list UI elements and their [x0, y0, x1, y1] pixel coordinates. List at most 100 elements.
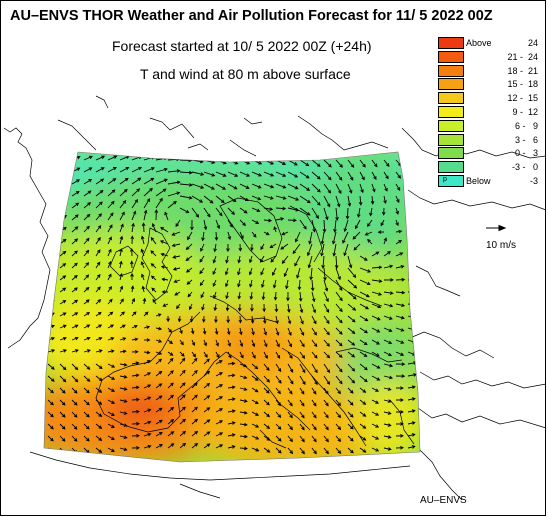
wind-arrow	[71, 214, 79, 221]
wind-arrow-head	[62, 250, 67, 255]
wind-arrow	[155, 383, 162, 389]
wind-arrow-head	[240, 354, 244, 359]
wind-arrow-head	[160, 265, 165, 269]
wind-arrow-head	[214, 237, 219, 241]
wind-arrow	[179, 370, 186, 377]
wind-arrow-head	[253, 233, 257, 238]
wind-vector-field	[47, 155, 420, 455]
wind-arrow-head	[74, 299, 79, 304]
wind-arrow	[407, 445, 415, 449]
wind-arrow	[335, 351, 343, 358]
wind-arrow	[215, 432, 223, 437]
wind-arrow	[311, 435, 317, 442]
wind-arrow-head	[64, 167, 69, 172]
wind-arrow	[59, 363, 67, 370]
wind-arrow-head	[194, 430, 199, 435]
wind-arrow	[383, 363, 393, 367]
wind-arrow	[191, 382, 198, 389]
wind-arrow	[227, 422, 235, 425]
wind-arrow-head	[122, 199, 127, 204]
wind-arrow-head	[294, 174, 299, 178]
wind-arrow	[284, 267, 289, 277]
wind-arrow	[212, 279, 217, 287]
wind-arrow-head	[222, 173, 227, 177]
wind-arrow	[143, 178, 154, 185]
wind-arrow-head	[188, 306, 193, 311]
wind-arrow-head	[195, 213, 200, 218]
wind-arrow-head	[150, 177, 155, 182]
wind-arrow	[407, 159, 414, 166]
wind-arrow-head	[312, 390, 317, 395]
wind-arrow	[239, 387, 247, 391]
wind-arrow-head	[255, 436, 260, 440]
wind-arrow-head	[255, 448, 260, 452]
wind-arrow-head	[277, 368, 282, 373]
wind-arrow	[191, 339, 195, 346]
wind-arrow	[323, 315, 330, 324]
wind-arrow	[359, 255, 368, 261]
wind-arrow	[59, 203, 67, 209]
wind-arrow	[347, 327, 355, 334]
wind-arrow-head	[388, 340, 393, 345]
wind-arrow-head	[367, 269, 372, 273]
wind-arrow	[335, 207, 338, 220]
wind-arrow-head	[129, 260, 134, 265]
wind-arrow	[119, 375, 127, 378]
wind-arrow	[215, 231, 218, 241]
wind-arrow-head	[411, 385, 416, 389]
wind-arrow	[191, 431, 198, 437]
wind-arrow	[167, 382, 174, 389]
wind-arrow-head	[376, 317, 381, 321]
wind-arrow	[155, 358, 162, 365]
wind-arrow	[238, 291, 241, 299]
wind-arrow-head	[207, 213, 211, 218]
wind-arrow	[95, 274, 101, 281]
wind-arrow	[383, 399, 391, 403]
wind-arrow	[131, 362, 139, 365]
wind-arrow	[203, 339, 207, 346]
wind-arrow-head	[123, 188, 128, 193]
wind-arrow	[227, 207, 235, 215]
wind-arrow	[383, 411, 391, 415]
wind-arrow-head	[289, 414, 293, 419]
wind-arrow	[71, 363, 78, 370]
wind-arrow	[179, 443, 186, 449]
wind-arrow-head	[243, 422, 248, 427]
wind-arrow-head	[316, 163, 321, 167]
wind-arrow-head	[119, 248, 123, 253]
wind-arrow-head	[398, 229, 403, 234]
wind-arrow	[299, 171, 310, 179]
wind-arrow	[59, 387, 66, 394]
wind-arrow-head	[73, 438, 78, 442]
wind-arrow-head	[234, 173, 239, 177]
wind-arrow	[71, 275, 78, 281]
wind-arrow-head	[62, 263, 67, 267]
wind-arrow-head	[147, 420, 152, 425]
wind-arrow-head	[199, 270, 203, 275]
wind-arrow-head	[331, 240, 336, 245]
wind-arrow	[359, 339, 368, 345]
wind-arrow	[179, 431, 186, 437]
wind-arrow-head	[50, 389, 54, 394]
wind-arrow	[179, 419, 186, 425]
wind-arrow-head	[161, 277, 166, 282]
wind-arrow-head	[193, 357, 198, 362]
wind-arrow	[275, 423, 282, 430]
wind-arrow	[59, 251, 66, 257]
wind-arrow	[260, 255, 265, 263]
wind-arrow	[215, 327, 218, 335]
wind-arrow-head	[321, 265, 325, 269]
wind-arrow-head	[273, 296, 278, 301]
wind-arrow	[107, 399, 115, 404]
wind-arrow-head	[389, 316, 393, 320]
wind-arrow-head	[158, 395, 163, 399]
wind-arrow-head	[265, 389, 270, 394]
wind-arrow-head	[351, 367, 356, 372]
wind-arrow	[299, 159, 309, 166]
wind-arrow	[323, 339, 330, 347]
wind-arrow-head	[130, 235, 135, 240]
wind-arrow-head	[86, 312, 91, 316]
wind-arrow-head	[109, 298, 113, 303]
wind-arrow-head	[395, 210, 399, 215]
wind-arrow	[365, 231, 373, 236]
